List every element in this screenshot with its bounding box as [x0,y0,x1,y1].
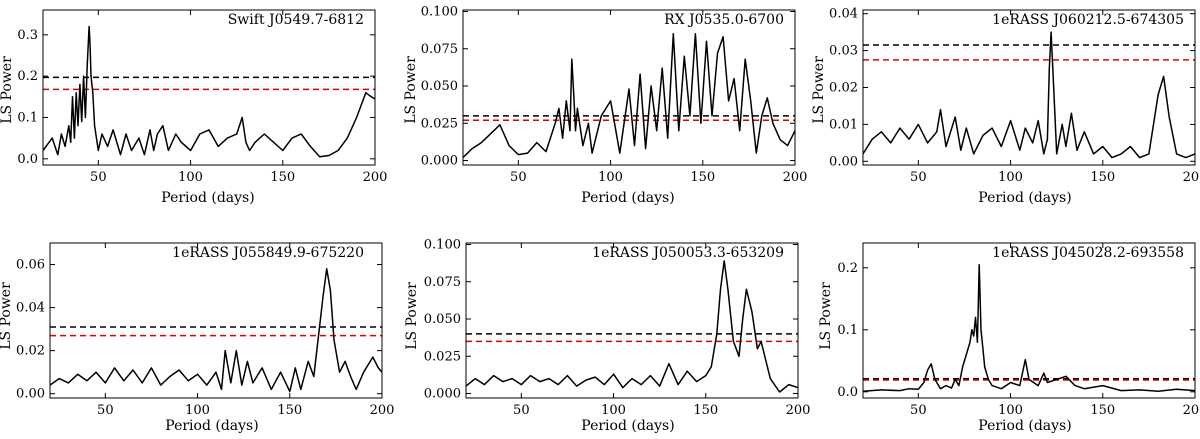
x-tick-label: 200 [363,170,388,185]
plot-area: 50 100 150 200 0.0 0.1 0.2 0.3 [17,9,388,185]
y-axis-title: LS Power [0,56,15,124]
y-tick-label: 0.100 [424,237,461,252]
axes-frame [462,9,796,166]
y-tick-label: 0.025 [424,349,461,364]
x-tick-label: 100 [998,403,1023,418]
y-tick-label: 0.0 [837,385,858,400]
x-tick-label: 100 [601,403,626,418]
panel-title: Swift J0549.7-6812 [228,12,364,28]
panel-title: RX J0535.0-6700 [664,12,784,28]
y-tick-label: 0.00 [829,154,858,169]
y-tick-label: 0.04 [16,301,45,316]
y-tick-label: 0.04 [829,7,858,22]
y-tick-label: 0.075 [421,42,458,57]
x-axis-title: Period (days) [161,190,254,206]
x-tick-label: 200 [783,170,808,185]
y-tick-label: 0.1 [17,110,38,125]
x-axis-title: Period (days) [978,190,1071,206]
x-tick-label: 50 [513,403,530,418]
ls-power-line [465,260,799,393]
plot-area: 50 100 150 200 0.00 0.02 0.04 0.06 [16,242,395,418]
axes-frame [862,242,1196,399]
ls-power-line [862,31,1196,159]
panel-2: 50 100 150 200 0.000 0.025 0.050 0.075 0.100 RX … [403,4,807,206]
y-tick-label: 0.02 [16,344,45,359]
y-tick-label: 0.075 [424,275,461,290]
ls-power-line [49,268,383,393]
axes-frame [42,9,376,166]
panel-title: 1eRASS J050053.3-653209 [592,245,784,261]
x-tick-label: 150 [277,403,302,418]
x-tick-label: 200 [370,403,395,418]
y-tick-label: 0.1 [837,323,858,338]
axes-frame [465,242,799,399]
panel-title: 1eRASS J055849.9-675220 [172,245,364,261]
axes-frame [862,9,1196,166]
x-tick-label: 200 [1183,170,1200,185]
panel-title: 1eRASS J060212.5-674305 [992,12,1184,28]
y-axis-title: LS Power [818,282,834,350]
plot-area: 50 100 150 200 0.000 0.025 0.050 0.075 0.100 [421,4,808,185]
x-tick-label: 100 [185,403,210,418]
x-tick-label: 50 [910,170,927,185]
x-axis-title: Period (days) [165,418,258,434]
panel-title: 1eRASS J045028.2-693558 [992,245,1184,261]
y-tick-label: 0.000 [424,387,461,402]
y-tick-label: 0.0 [17,152,38,167]
x-tick-label: 150 [1090,170,1115,185]
plot-area: 50 100 150 200 0.0 0.1 0.2 [837,242,1200,418]
y-tick-label: 0.050 [421,79,458,94]
y-axis-title: LS Power [403,56,419,124]
panel-1: 50 100 150 200 0.0 0.1 0.2 0.3 Swift J0549.7-68… [0,9,388,206]
x-tick-label: 50 [97,403,114,418]
x-tick-label: 50 [90,170,107,185]
x-tick-label: 100 [598,170,623,185]
y-tick-label: 0.2 [17,69,38,84]
x-tick-label: 200 [1183,403,1200,418]
x-tick-label: 200 [786,403,811,418]
ls-power-line [42,25,376,158]
ls-power-line [462,33,796,159]
y-axis-title: LS Power [811,56,827,124]
y-tick-label: 0.02 [829,81,858,96]
y-tick-label: 0.00 [16,387,45,402]
y-tick-label: 0.06 [16,258,45,273]
x-tick-label: 50 [510,170,527,185]
panel-3: 50 100 150 200 0.00 0.01 0.02 0.03 0.04 1eRASS J… [811,7,1200,206]
y-axis-title: LS Power [404,282,420,350]
y-tick-label: 0.01 [829,117,858,132]
x-tick-label: 150 [690,170,715,185]
y-tick-label: 0.03 [829,44,858,59]
x-axis-title: Period (days) [581,418,674,434]
x-tick-label: 50 [910,403,927,418]
axes-frame [49,242,383,399]
x-axis-title: Period (days) [978,418,1071,434]
y-axis-title: LS Power [0,282,14,350]
panel-5: 50 100 150 200 0.000 0.025 0.050 0.075 0.100 1eR… [404,237,810,434]
y-tick-label: 0.025 [421,116,458,131]
x-tick-label: 150 [693,403,718,418]
x-axis-title: Period (days) [581,190,674,206]
y-tick-label: 0.050 [424,312,461,327]
x-tick-label: 150 [1090,403,1115,418]
panel-4: 50 100 150 200 0.00 0.02 0.04 0.06 1eRASS J0558… [0,242,395,434]
panel-6: 50 100 150 200 0.0 0.1 0.2 1eRASS J045028.2-69… [818,242,1200,434]
ls-power-line [862,263,1196,392]
x-tick-label: 100 [998,170,1023,185]
plot-area: 50 100 150 200 0.00 0.01 0.02 0.03 0.04 [829,7,1200,185]
x-tick-label: 150 [270,170,295,185]
y-tick-label: 0.000 [421,154,458,169]
y-tick-label: 0.2 [837,261,858,276]
y-tick-label: 0.100 [421,4,458,19]
x-tick-label: 100 [178,170,203,185]
y-tick-label: 0.3 [17,28,38,43]
plot-area: 50 100 150 200 0.000 0.025 0.050 0.075 0.100 [424,237,811,418]
